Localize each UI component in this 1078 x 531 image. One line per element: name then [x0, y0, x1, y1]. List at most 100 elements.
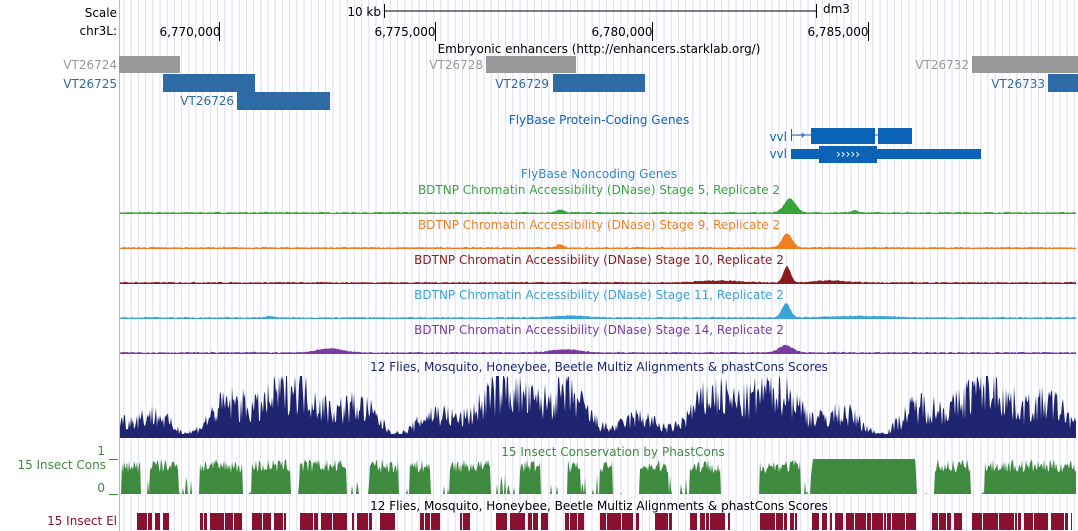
enhancers-track-title: Embryonic enhancers (http://enhancers.st… — [438, 42, 761, 56]
conserved-element — [706, 513, 709, 530]
conserved-element — [274, 513, 283, 530]
enhancer-feature[interactable] — [237, 92, 330, 110]
noncoding-track-title: FlyBase Noncoding Genes — [521, 167, 677, 181]
conserved-element — [137, 513, 147, 530]
conserved-element — [380, 513, 395, 530]
conserved-element — [200, 513, 203, 530]
conserved-element — [669, 513, 672, 530]
enhancer-feature[interactable] — [119, 56, 180, 73]
elements-side-label: 15 Insect El — [47, 514, 117, 528]
conserved-element — [1034, 513, 1048, 530]
strand-arrows-icon: ››››› — [836, 147, 860, 161]
conserved-element — [776, 513, 783, 530]
conserved-element — [906, 513, 916, 530]
conserved-element — [887, 513, 891, 530]
ruler[interactable]: Scale 10 kb dm3 chr3L: 6,770,000 6,775,0… — [80, 2, 869, 41]
conserved-element — [204, 513, 207, 530]
dnase-track-title: BDTNP Chromatin Accessibility (DNase) St… — [414, 288, 784, 302]
gene-model[interactable]: ››››› — [791, 146, 981, 163]
assembly-label: dm3 — [823, 2, 850, 16]
conserved-element — [1051, 513, 1064, 530]
elements-track-title: 12 Flies, Mosquito, Honeybee, Beetle Mul… — [370, 499, 828, 513]
conserved-element — [947, 513, 951, 530]
ruler-tick-label: 6,770,000 — [159, 25, 220, 39]
enhancer-label: VT26729 — [495, 77, 549, 91]
conserved-element — [155, 513, 160, 530]
enhancer-label: VT26724 — [63, 58, 117, 72]
enhancer-label: VT26728 — [429, 58, 483, 72]
conserved-element — [578, 513, 584, 530]
phastcons-axis-min: 0 — [97, 481, 105, 495]
enhancer-feature[interactable] — [163, 74, 255, 92]
scale-label: Scale — [85, 6, 117, 20]
gene-exon — [819, 146, 877, 163]
conserved-element — [352, 513, 354, 530]
conserved-element — [690, 513, 697, 530]
elements-track[interactable]: 12 Flies, Mosquito, Honeybee, Beetle Mul… — [47, 499, 1072, 530]
dnase-stage9-track[interactable]: BDTNP Chromatin Accessibility (DNase) St… — [120, 218, 1076, 249]
conserved-element — [710, 513, 725, 530]
phastcons-signal — [120, 459, 1076, 494]
dnase-stage14-track[interactable]: BDTNP Chromatin Accessibility (DNase) St… — [120, 323, 1076, 354]
conserved-element — [972, 513, 982, 530]
conserved-element — [431, 513, 440, 530]
conserved-element — [846, 513, 854, 530]
phastcons-track[interactable]: 15 Insect Conservation by PhastCons 15 I… — [17, 444, 1076, 495]
gene-model[interactable]: → — [791, 128, 912, 144]
conserved-element — [655, 513, 668, 530]
genes-track-title: FlyBase Protein-Coding Genes — [509, 113, 689, 127]
enhancer-label: VT26732 — [915, 58, 969, 72]
enhancer-feature[interactable] — [486, 56, 576, 73]
conserved-element — [565, 513, 569, 530]
conserved-element — [284, 513, 286, 530]
conserved-element — [1018, 513, 1021, 530]
phastcons-side-label: 15 Insect Cons — [17, 458, 106, 472]
ruler-tick-label: 6,785,000 — [807, 25, 868, 39]
conserved-element — [784, 513, 787, 530]
conserved-element — [1065, 513, 1068, 530]
conserved-element — [148, 513, 152, 530]
multiz-track[interactable]: 12 Flies, Mosquito, Honeybee, Beetle Mul… — [120, 360, 1076, 438]
dnase-stage5-track[interactable]: BDTNP Chromatin Accessibility (DNase) St… — [120, 183, 1076, 214]
conserved-element — [1071, 513, 1072, 530]
protein-coding-genes-track[interactable]: FlyBase Protein-Coding Genes vvl → vvl ›… — [509, 113, 981, 163]
conserved-element — [300, 513, 313, 530]
strand-arrow-icon: → — [795, 128, 805, 142]
conserved-element — [830, 513, 832, 530]
conserved-element — [420, 513, 424, 530]
dnase-signal — [120, 344, 1076, 354]
conserved-element — [321, 513, 332, 530]
conserved-element — [999, 513, 1014, 530]
gene-label: vvl — [769, 147, 787, 161]
conserved-element — [835, 513, 843, 530]
conserved-element — [760, 513, 775, 530]
conserved-element — [855, 513, 866, 530]
conserved-element — [225, 513, 233, 530]
conserved-element — [822, 513, 827, 530]
multiz-track-title: 12 Flies, Mosquito, Honeybee, Beetle Mul… — [370, 360, 828, 374]
conserved-element — [314, 513, 318, 530]
conserved-elements — [137, 513, 1072, 530]
gene-label: vvl — [769, 130, 787, 144]
conserved-element — [636, 513, 639, 530]
dnase-signal — [120, 303, 1076, 319]
conserved-element — [541, 513, 548, 530]
conserved-element — [333, 513, 347, 530]
enhancer-label: VT26733 — [991, 77, 1045, 91]
dnase-stage11-track[interactable]: BDTNP Chromatin Accessibility (DNase) St… — [120, 288, 1076, 319]
dnase-track-title: BDTNP Chromatin Accessibility (DNase) St… — [414, 253, 784, 267]
dnase-stage10-track[interactable]: BDTNP Chromatin Accessibility (DNase) St… — [120, 253, 1076, 284]
gene-exon — [878, 128, 912, 144]
dnase-signal — [120, 233, 1076, 249]
enhancers-track[interactable]: Embryonic enhancers (http://enhancers.st… — [63, 42, 1078, 110]
conserved-element — [263, 513, 271, 530]
chrom-label: chr3L: — [80, 24, 118, 38]
dnase-signal — [120, 266, 1076, 284]
conserved-element — [210, 513, 224, 530]
conserved-element — [1015, 513, 1017, 530]
enhancer-feature[interactable] — [553, 74, 645, 92]
ruler-tick-label: 6,775,000 — [374, 25, 435, 39]
enhancer-feature[interactable] — [1048, 74, 1078, 92]
enhancer-feature[interactable] — [972, 56, 1078, 73]
